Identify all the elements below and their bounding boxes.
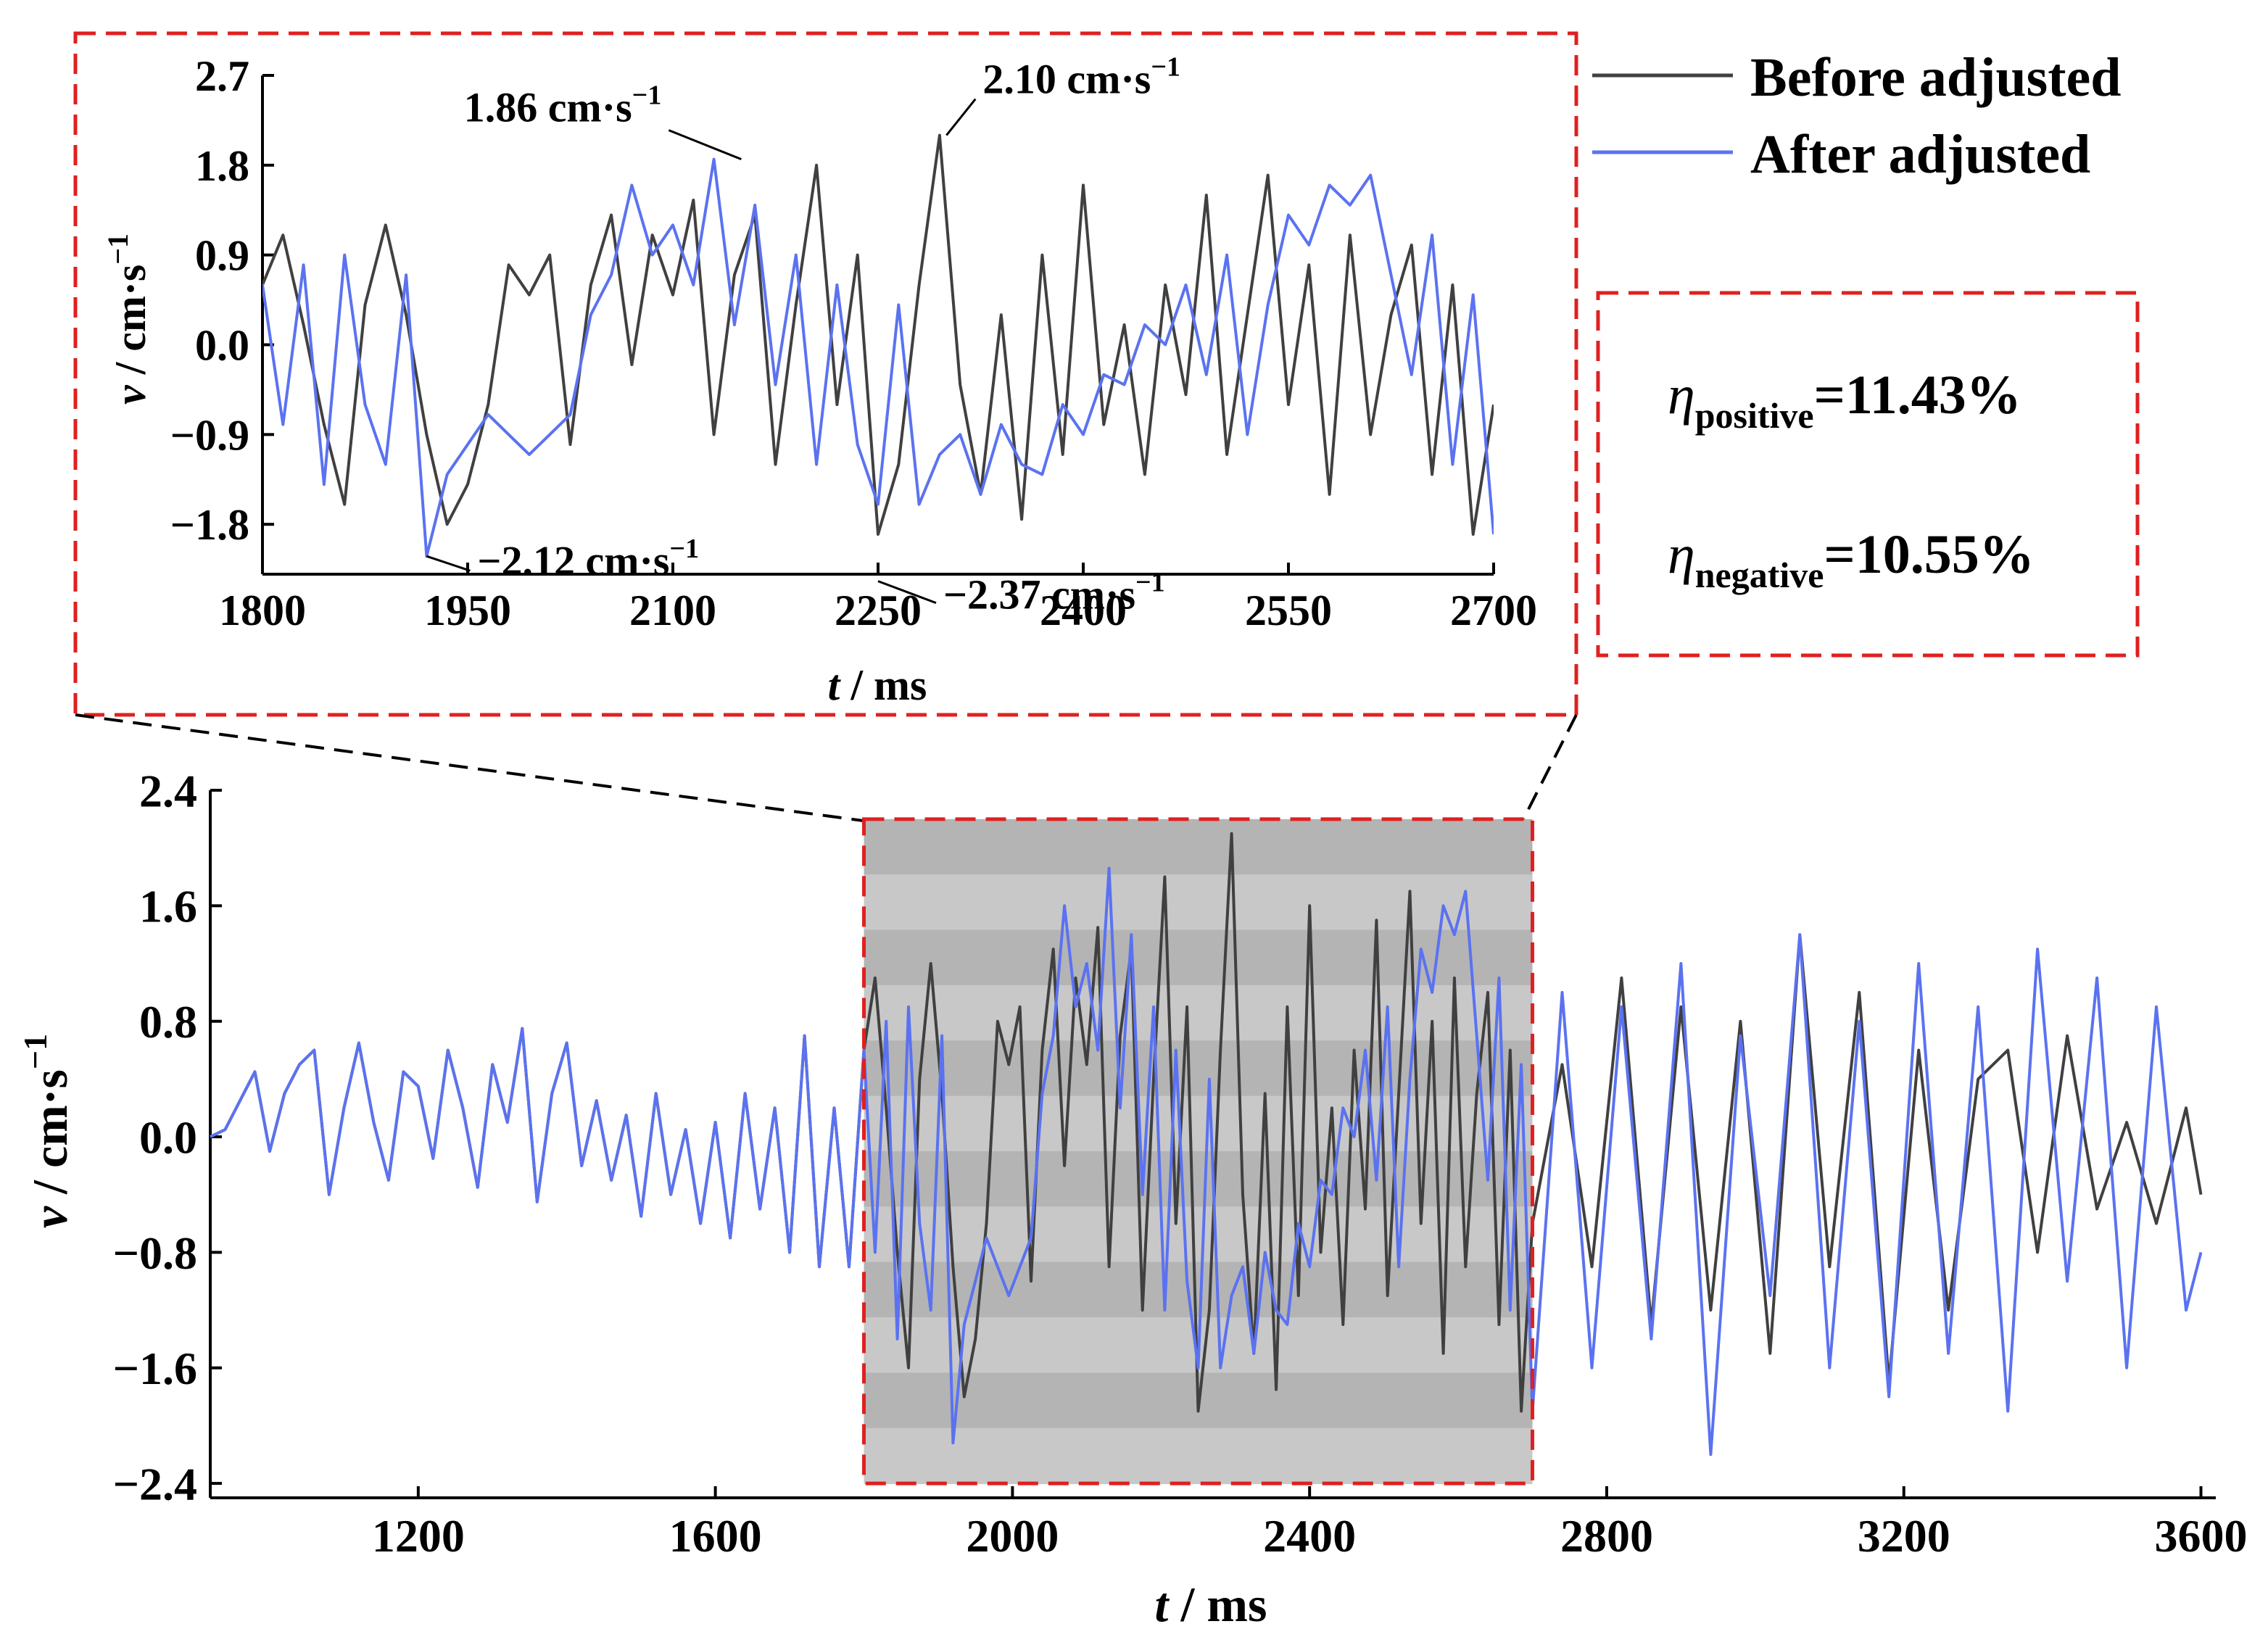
highlight-band: [864, 1428, 1533, 1485]
inset-line-before: [262, 133, 1494, 536]
inset-line-after: [262, 157, 1494, 558]
inset-plot: 1800 1950 2100 2250 2400 2550 2700 −1.8 −0.9 0.0 0…: [170, 52, 1537, 634]
highlight-band: [864, 985, 1533, 1042]
highlight-band: [864, 1261, 1533, 1319]
annotation-leader: [945, 98, 977, 136]
main-y-tick-label: −2.4: [113, 1458, 197, 1509]
inset-x-tick-label: 2100: [629, 587, 716, 634]
annotation-label: −2.12 cm·s−1: [477, 534, 699, 584]
annotation-leader: [426, 555, 471, 572]
main-x-axis-label: t / ms: [1155, 1577, 1267, 1632]
eta-negative-label: ηnegative=10.55%: [1668, 524, 2035, 595]
main-y-tick-label: −0.8: [113, 1227, 197, 1279]
legend-label-after: After adjusted: [1750, 124, 2090, 185]
efficiency-box-frame: [1596, 291, 2140, 658]
inset-y-tick-label: 0.0: [195, 322, 249, 370]
legend-label-before: Before adjusted: [1750, 47, 2122, 108]
main-x-tick-label: 1600: [669, 1510, 762, 1562]
inset-y-axis-label: v / cm·s−1: [102, 233, 154, 405]
legend: Before adjusted After adjusted: [1592, 47, 2122, 185]
main-plot: 1200 1600 2000 2400 2800 3200 3600 −2.4 −1.6 −0.8…: [113, 765, 2248, 1562]
main-y-tick-label: 0.8: [139, 996, 197, 1048]
zoom-connector-left: [75, 713, 864, 822]
main-highlight-frame: [862, 817, 1535, 1486]
inset-y-tick-label: 2.7: [195, 52, 249, 100]
highlight-band: [864, 874, 1533, 931]
annotation-label: 1.86 cm·s−1: [464, 80, 662, 131]
main-x-tick-label: 1200: [372, 1510, 465, 1562]
main-x-tick-label: 2400: [1263, 1510, 1356, 1562]
main-x-tick-label: 3200: [1858, 1510, 1950, 1562]
main-y-tick-label: 2.4: [139, 765, 197, 816]
main-x-tick-label: 2000: [966, 1510, 1059, 1562]
highlight-band: [864, 1095, 1533, 1152]
main-y-axis-label: v / cm·s−1: [17, 1034, 78, 1228]
annotation-leader: [877, 580, 937, 605]
annotation-leader: [668, 129, 742, 160]
inset-y-tick-label: 0.9: [195, 232, 249, 280]
inset-x-tick-label: 2250: [835, 587, 922, 634]
inset-highlight-frame: [73, 31, 1578, 717]
inset-x-tick-label: 2700: [1450, 587, 1537, 634]
annotation-label: 2.10 cm·s−1: [982, 52, 1180, 103]
zoom-connector-right: [1521, 714, 1578, 821]
main-y-tick-label: −1.6: [113, 1343, 197, 1394]
eta-positive-label: ηpositive=11.43%: [1668, 365, 2021, 436]
main-y-tick-label: 0.0: [139, 1111, 197, 1163]
inset-y-tick-label: −0.9: [170, 411, 249, 459]
main-x-tick-label: 2800: [1560, 1510, 1653, 1562]
highlight-band: [864, 1151, 1533, 1208]
inset-x-axis-label: t / ms: [828, 661, 927, 709]
highlight-band: [864, 819, 1533, 876]
main-panel: 1200 1600 2000 2400 2800 3200 3600 −2.4 −1.6 −0.8…: [17, 765, 2248, 1632]
inset-x-tick-label: 1800: [219, 587, 306, 634]
main-x-tick-label: 3600: [2155, 1510, 2248, 1562]
highlight-band: [864, 1206, 1533, 1263]
inset-x-tick-label: 2550: [1245, 587, 1332, 634]
inset-x-tick-label: 2400: [1040, 587, 1127, 634]
highlight-band: [864, 1040, 1533, 1097]
inset-y-tick-label: −1.8: [170, 501, 249, 549]
inset-panel: 1800 1950 2100 2250 2400 2550 2700 −1.8 −0.9 0.0 0…: [73, 31, 1578, 717]
efficiency-box: ηpositive=11.43% ηnegative=10.55%: [1596, 291, 2140, 658]
main-y-tick-label: 1.6: [139, 881, 197, 932]
inset-y-tick-label: 1.8: [195, 142, 249, 190]
annotation-label: −2.37 cm·s−1: [943, 568, 1165, 618]
inset-x-tick-label: 1950: [424, 587, 511, 634]
highlight-band: [864, 929, 1533, 986]
main-line-after: [210, 866, 2203, 1457]
